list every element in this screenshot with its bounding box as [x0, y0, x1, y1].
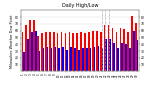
Bar: [100, 32, 102, 71]
Bar: [82, 48, 84, 71]
Bar: [116, 32, 117, 71]
Y-axis label: Milwaukee Weather Dew Point: Milwaukee Weather Dew Point: [10, 14, 14, 68]
Bar: [80, 32, 82, 71]
Bar: [129, 48, 131, 71]
Bar: [96, 31, 98, 71]
Bar: [113, 43, 115, 71]
Bar: [55, 47, 56, 71]
Bar: [127, 32, 129, 71]
Bar: [104, 25, 105, 71]
Bar: [43, 48, 44, 71]
Bar: [121, 43, 123, 71]
Bar: [31, 32, 33, 71]
Bar: [47, 47, 48, 71]
Bar: [61, 32, 62, 71]
Bar: [98, 46, 99, 71]
Bar: [23, 52, 25, 71]
Bar: [86, 48, 88, 71]
Bar: [78, 50, 80, 71]
Bar: [109, 39, 111, 71]
Bar: [49, 32, 51, 71]
Bar: [41, 33, 43, 71]
Bar: [72, 33, 74, 71]
Bar: [62, 47, 64, 71]
Bar: [135, 23, 137, 71]
Bar: [117, 48, 119, 71]
Bar: [92, 31, 94, 71]
Bar: [112, 28, 113, 71]
Bar: [29, 20, 31, 71]
Bar: [74, 48, 76, 71]
Bar: [53, 32, 55, 71]
Bar: [133, 31, 135, 71]
Bar: [51, 48, 52, 71]
Bar: [102, 48, 103, 71]
Bar: [105, 39, 107, 71]
Bar: [125, 44, 127, 71]
Bar: [108, 25, 109, 71]
Bar: [90, 48, 92, 71]
Bar: [45, 32, 47, 71]
Bar: [68, 32, 70, 71]
Bar: [39, 51, 40, 71]
Bar: [123, 29, 125, 71]
Bar: [57, 33, 58, 71]
Bar: [65, 33, 66, 71]
Bar: [137, 40, 139, 71]
Bar: [94, 47, 95, 71]
Bar: [88, 32, 90, 71]
Bar: [131, 16, 133, 71]
Bar: [66, 50, 68, 71]
Bar: [33, 20, 35, 71]
Bar: [84, 33, 86, 71]
Bar: [21, 32, 23, 71]
Bar: [27, 39, 29, 71]
Bar: [58, 48, 60, 71]
Bar: [76, 33, 78, 71]
Bar: [37, 36, 39, 71]
Bar: [70, 47, 72, 71]
Text: Daily High/Low: Daily High/Low: [62, 3, 98, 8]
Bar: [35, 31, 37, 71]
Bar: [120, 28, 121, 71]
Bar: [25, 25, 27, 71]
